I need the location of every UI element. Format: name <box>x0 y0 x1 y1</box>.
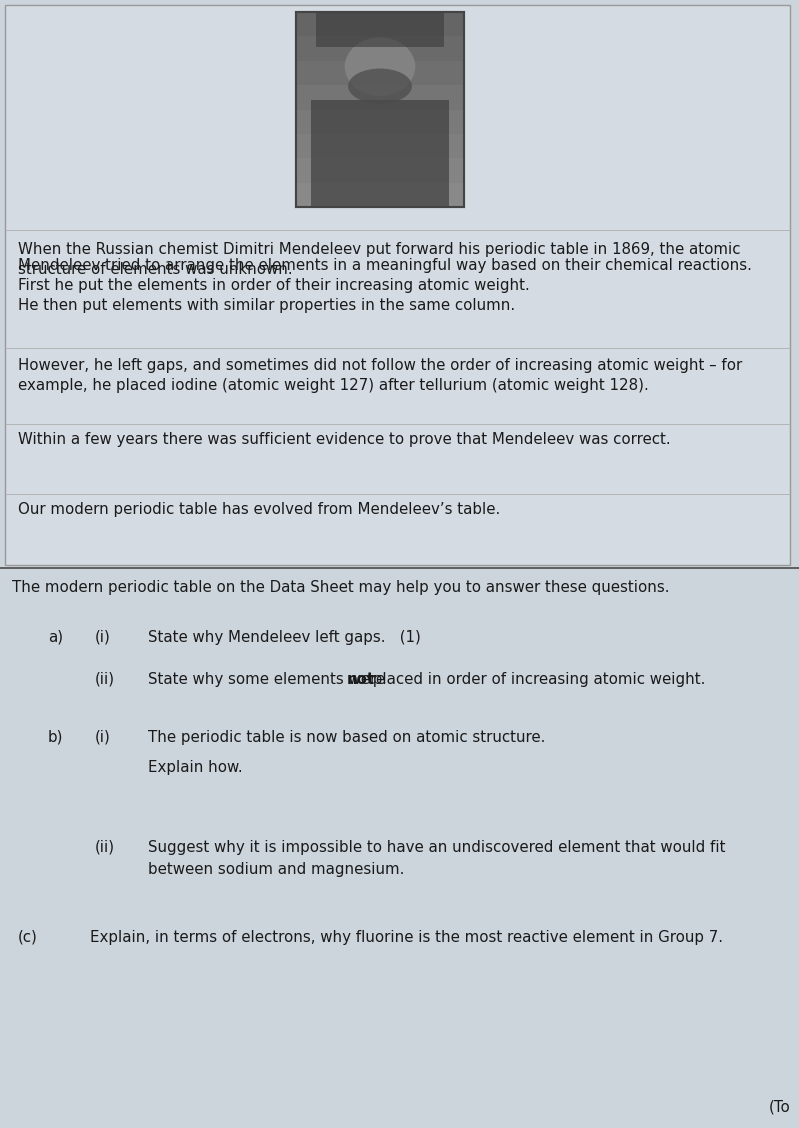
Text: b): b) <box>48 730 63 744</box>
Bar <box>316 12 444 47</box>
Text: (To: (To <box>769 1100 791 1114</box>
Bar <box>311 99 449 208</box>
Text: (i): (i) <box>95 631 111 645</box>
Bar <box>5 5 790 565</box>
Bar <box>296 109 464 134</box>
Text: between sodium and magnesium.: between sodium and magnesium. <box>148 862 404 876</box>
Bar <box>296 85 464 109</box>
Text: (ii): (ii) <box>95 672 115 687</box>
Ellipse shape <box>344 37 415 96</box>
Text: The modern periodic table on the Data Sheet may help you to answer these questio: The modern periodic table on the Data Sh… <box>12 580 670 594</box>
Ellipse shape <box>348 69 412 104</box>
Bar <box>296 183 464 208</box>
Text: State why Mendeleev left gaps.   (1): State why Mendeleev left gaps. (1) <box>148 631 421 645</box>
Bar <box>296 134 464 158</box>
Text: When the Russian chemist Dimitri Mendeleev put forward his periodic table in 186: When the Russian chemist Dimitri Mendele… <box>18 243 741 276</box>
Text: However, he left gaps, and sometimes did not follow the order of increasing atom: However, he left gaps, and sometimes did… <box>18 358 742 393</box>
Bar <box>296 12 464 208</box>
Text: not: not <box>347 672 375 687</box>
Text: Our modern periodic table has evolved from Mendeleev’s table.: Our modern periodic table has evolved fr… <box>18 502 500 517</box>
Text: State why some elements were: State why some elements were <box>148 672 390 687</box>
Text: The periodic table is now based on atomic structure.: The periodic table is now based on atomi… <box>148 730 546 744</box>
Text: Explain, in terms of electrons, why fluorine is the most reactive element in Gro: Explain, in terms of electrons, why fluo… <box>90 929 723 945</box>
Text: Explain how.: Explain how. <box>148 760 243 775</box>
Bar <box>296 61 464 85</box>
Text: (c): (c) <box>18 929 38 945</box>
Bar <box>296 12 464 36</box>
Text: Mendeleev tried to arrange the elements in a meaningful way based on their chemi: Mendeleev tried to arrange the elements … <box>18 258 752 312</box>
Bar <box>296 36 464 61</box>
Text: (ii): (ii) <box>95 840 115 855</box>
Bar <box>296 158 464 183</box>
Text: Within a few years there was sufficient evidence to prove that Mendeleev was cor: Within a few years there was sufficient … <box>18 432 670 447</box>
Text: (i): (i) <box>95 730 111 744</box>
Text: Suggest why it is impossible to have an undiscovered element that would fit: Suggest why it is impossible to have an … <box>148 840 725 855</box>
Text: placed in order of increasing atomic weight.: placed in order of increasing atomic wei… <box>368 672 706 687</box>
Bar <box>296 12 464 208</box>
Text: a): a) <box>48 631 63 645</box>
